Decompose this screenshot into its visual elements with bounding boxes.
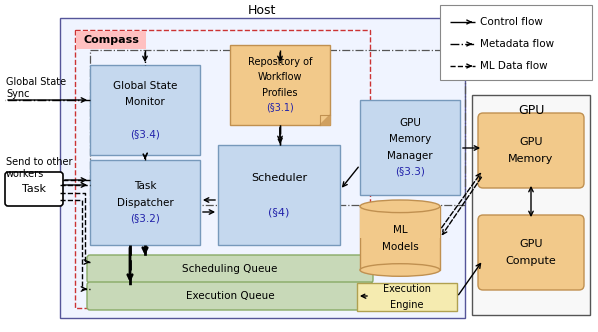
Text: Task: Task bbox=[22, 184, 46, 194]
Bar bbox=[230, 45, 330, 125]
Text: Control flow: Control flow bbox=[480, 17, 543, 27]
Text: Compass: Compass bbox=[83, 35, 139, 45]
Bar bbox=[440, 5, 592, 80]
Polygon shape bbox=[320, 115, 330, 125]
Bar bbox=[60, 18, 465, 318]
Bar bbox=[360, 206, 440, 238]
Text: Execution Queue: Execution Queue bbox=[186, 291, 274, 301]
Text: GPU: GPU bbox=[518, 104, 544, 117]
FancyBboxPatch shape bbox=[478, 215, 584, 290]
Bar bbox=[75, 30, 370, 308]
Bar bbox=[90, 160, 200, 245]
Ellipse shape bbox=[360, 264, 440, 276]
Bar bbox=[90, 65, 200, 155]
Bar bbox=[472, 95, 590, 315]
FancyBboxPatch shape bbox=[87, 255, 373, 283]
Text: Memory: Memory bbox=[508, 154, 554, 164]
Text: Models: Models bbox=[382, 242, 419, 252]
Text: Metadata flow: Metadata flow bbox=[480, 39, 554, 49]
Text: Memory: Memory bbox=[389, 134, 431, 144]
Text: Task: Task bbox=[134, 181, 156, 191]
Bar bbox=[357, 283, 457, 311]
FancyBboxPatch shape bbox=[87, 282, 373, 310]
Bar bbox=[76, 31, 146, 49]
Text: GPU: GPU bbox=[519, 239, 543, 249]
Bar bbox=[360, 206, 440, 270]
Text: (§3.1): (§3.1) bbox=[266, 103, 294, 113]
Text: Compute: Compute bbox=[506, 256, 556, 266]
Text: Scheduler: Scheduler bbox=[251, 173, 307, 183]
Text: Host: Host bbox=[248, 5, 276, 18]
Text: Monitor: Monitor bbox=[125, 97, 165, 107]
Text: Execution: Execution bbox=[383, 285, 431, 294]
Text: GPU: GPU bbox=[519, 137, 543, 147]
FancyBboxPatch shape bbox=[5, 172, 63, 206]
Ellipse shape bbox=[360, 200, 440, 212]
Text: (§3.4): (§3.4) bbox=[130, 129, 160, 139]
FancyBboxPatch shape bbox=[478, 113, 584, 188]
Bar bbox=[360, 100, 460, 195]
Text: GPU: GPU bbox=[399, 118, 421, 128]
Text: Engine: Engine bbox=[390, 299, 424, 309]
Text: Workflow: Workflow bbox=[258, 72, 302, 82]
Bar bbox=[218, 145, 340, 245]
Text: Send to other
workers: Send to other workers bbox=[6, 157, 72, 179]
Text: Profiles: Profiles bbox=[263, 88, 298, 98]
Text: ML: ML bbox=[393, 225, 407, 235]
Text: Scheduling Queue: Scheduling Queue bbox=[182, 264, 277, 274]
Text: (§3.3): (§3.3) bbox=[395, 167, 425, 177]
Text: Dispatcher: Dispatcher bbox=[117, 198, 173, 208]
Text: Manager: Manager bbox=[387, 151, 433, 161]
Text: (§3.2): (§3.2) bbox=[130, 214, 160, 224]
Text: Global State: Global State bbox=[113, 81, 177, 91]
Text: (§4): (§4) bbox=[269, 207, 289, 217]
Bar bbox=[90, 50, 465, 205]
Text: Repository of: Repository of bbox=[248, 57, 312, 67]
Text: Global State
Sync: Global State Sync bbox=[6, 77, 66, 99]
Text: ML Data flow: ML Data flow bbox=[480, 61, 548, 71]
